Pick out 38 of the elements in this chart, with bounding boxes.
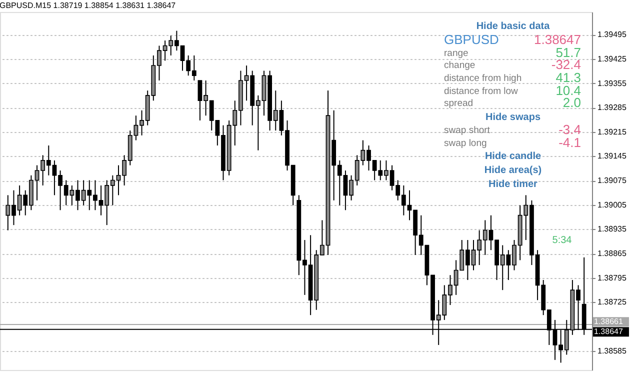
- annotation: Hide basic data: [476, 21, 550, 32]
- annotation: swap short: [444, 125, 490, 136]
- y-tick-label: 1.38935: [598, 224, 627, 234]
- y-tick-label: 1.39075: [598, 176, 627, 186]
- annotation: GBPUSD: [444, 32, 499, 47]
- annotation: 2.0: [562, 95, 581, 110]
- annotation: distance from high: [444, 73, 522, 84]
- annotation: swap long: [444, 138, 487, 149]
- annotation: 5:34: [552, 235, 572, 246]
- chart-title: GBPUSD.M15 1.38719 1.38854 1.38631 1.38647: [0, 1, 176, 10]
- annotation: Hide swaps: [485, 112, 541, 123]
- annotation: spread: [444, 98, 474, 109]
- annotation: Hide area(s): [484, 165, 542, 176]
- annotation: 10.4: [556, 83, 581, 98]
- ref-line-label: 1.38661: [594, 316, 624, 326]
- annotation: 1.38647: [534, 32, 581, 47]
- annotation: -3.4: [558, 122, 581, 137]
- annotation: change: [444, 60, 476, 71]
- y-tick-label: 1.39425: [598, 54, 627, 64]
- y-tick-label: 1.39145: [598, 152, 627, 161]
- annotation: Hide candle: [484, 151, 542, 162]
- annotation: -32.4: [551, 57, 581, 72]
- annotation: range: [444, 48, 468, 59]
- ref-line-label: 1.38647: [594, 326, 624, 336]
- y-tick-label: 1.38725: [598, 298, 627, 307]
- annotation: 41.3: [556, 70, 581, 85]
- y-tick-label: 1.38585: [598, 346, 627, 356]
- y-tick-label: 1.39495: [598, 30, 627, 40]
- y-tick-label: 1.38795: [598, 273, 627, 282]
- y-tick-label: 1.38865: [598, 249, 627, 258]
- annotation: 51.7: [556, 45, 581, 60]
- annotation: Hide timer: [488, 179, 538, 190]
- y-tick-label: 1.39355: [598, 78, 627, 88]
- annotation: -4.1: [558, 135, 581, 150]
- y-tick-label: 1.39215: [598, 127, 627, 136]
- annotation: distance from low: [444, 86, 518, 97]
- y-tick-label: 1.39285: [598, 103, 627, 112]
- y-tick-label: 1.39005: [598, 200, 627, 210]
